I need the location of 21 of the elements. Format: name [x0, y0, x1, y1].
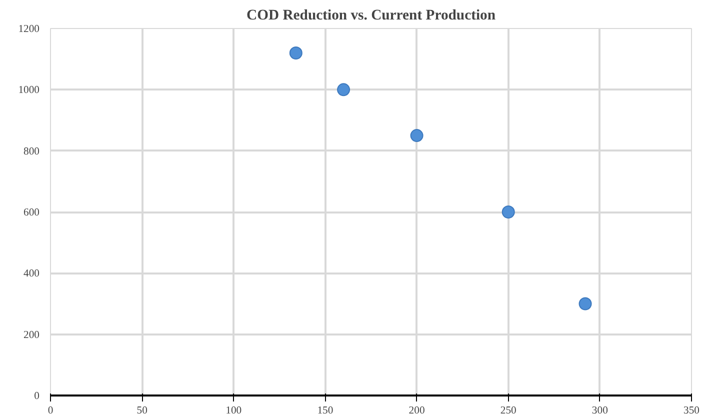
y-tick-label: 0	[34, 391, 40, 402]
x-tick-label: 350	[684, 406, 700, 416]
y-tick-label: 400	[24, 268, 40, 280]
y-tick-label: 800	[24, 146, 40, 158]
point	[289, 46, 302, 60]
y-tick-label: 1000	[18, 85, 40, 96]
point	[337, 83, 350, 96]
y-tick-label: 200	[24, 330, 40, 341]
x-tick-label: 300	[592, 406, 608, 416]
x-tick-label: 0	[48, 406, 54, 416]
point	[502, 206, 515, 218]
x-tick-label: 150	[317, 406, 334, 416]
point	[410, 129, 424, 142]
chart-title: COD Reduction vs. Current Production	[246, 8, 496, 24]
x-tick-label: 200	[408, 406, 425, 416]
y-tick-label: 1200	[18, 24, 40, 35]
point	[578, 297, 592, 310]
x-tick-label: 100	[226, 406, 242, 416]
x-tick-label: 50	[136, 406, 148, 416]
y-tick-label: 600	[24, 208, 40, 218]
x-tick-label: 250	[500, 406, 516, 416]
